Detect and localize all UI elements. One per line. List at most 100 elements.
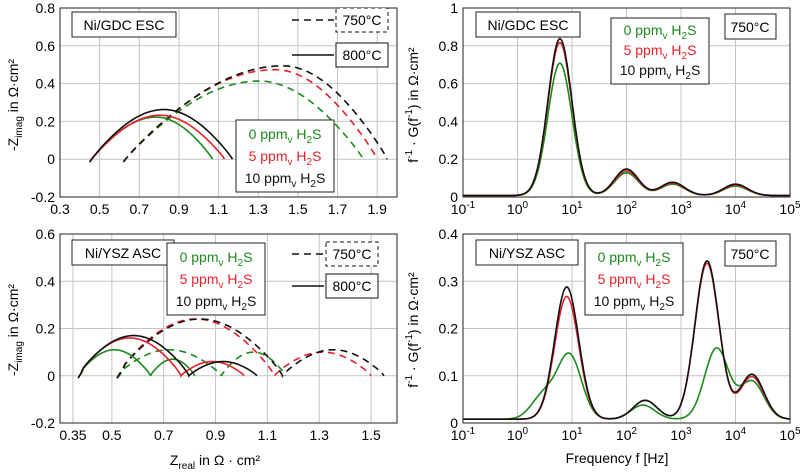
drt-gdc-panel: 0 0.2 0.4 0.6 0.8 1 10-1 100 101 102 103 104 105 Ni/… (439, 0, 800, 217)
x-tick-label: 1.1 (209, 201, 229, 217)
plot-frame (59, 7, 398, 198)
panel-label: Ni/YSZ ASC (489, 245, 565, 261)
plot-frame (462, 233, 791, 424)
temp-label-800: 800°C (342, 47, 381, 63)
x-tick-label: 0.9 (206, 427, 226, 443)
legend-box (166, 242, 266, 316)
panel-label-box: Ni/GDC ESC (475, 11, 581, 38)
x-tick-label: 1.5 (361, 427, 381, 443)
legend-box (235, 119, 335, 193)
y-tick-label: -0.2 (31, 415, 55, 431)
x-tick-label: 0.3 (50, 201, 70, 217)
y-tick-label: 0 (47, 151, 55, 167)
curves (463, 259, 791, 420)
y-tick-label: 0.2 (439, 151, 459, 167)
x-tick-label: 105 (779, 200, 800, 217)
legend-entry-0-ppm: 0 ppmv H2S (598, 249, 671, 269)
y-tick-label: 0.4 (439, 226, 459, 242)
series-line-red (89, 114, 226, 163)
x-tick-label: 1.9 (367, 201, 387, 217)
x-tick-label: 101 (561, 200, 583, 217)
panel-label-box: Ni/GDC ESC (71, 11, 177, 38)
y-tick-label: 0.6 (439, 76, 459, 92)
x-tick-label: 0.9 (169, 201, 189, 217)
temp-label-750: 750°C (342, 12, 381, 28)
series-line-red (77, 337, 245, 379)
y-tick-label: 0.6 (36, 38, 56, 54)
legend-entry-10-ppm: 10 ppmv H2S (245, 170, 326, 190)
x-tick-label: 1.3 (249, 201, 269, 217)
legend-entry-5-ppm: 5 ppmv H2S (598, 271, 671, 291)
temp-label: 750°C (730, 246, 769, 262)
temp-label-box: 750°C (724, 13, 777, 40)
x-tick-label: 10-1 (451, 426, 476, 443)
x-tick-label: 1.3 (309, 427, 329, 443)
y-tick-label: 0.2 (439, 321, 459, 337)
x-tick-label: 0.5 (90, 201, 110, 217)
tick-labels: -0.2 0 0.2 0.4 0.6 0.35 0.5 0.7 0.9 1.1 1.3 1.5 (31, 226, 381, 443)
x-tick-label: 105 (779, 426, 800, 443)
temp-label: 750°C (730, 19, 769, 35)
x-tick-label: 1.1 (258, 427, 278, 443)
panel-label: Ni/GDC ESC (84, 17, 165, 33)
x-tick-label: 102 (616, 200, 638, 217)
legend-entry-0-ppm: 0 ppmv H2S (180, 249, 253, 269)
x-tick-label: 0.7 (130, 201, 150, 217)
legend-entry-5-ppm: 5 ppmv H2S (180, 271, 253, 291)
y-tick-label: 0.4 (36, 76, 56, 92)
curves (463, 37, 790, 197)
x-tick-label: 102 (616, 426, 638, 443)
panel-label-box: Ni/YSZ ASC (71, 239, 175, 266)
curves (77, 318, 385, 379)
temp-label-800: 800°C (332, 278, 371, 294)
series-line-black (116, 318, 385, 379)
legend-box (584, 242, 684, 316)
y-tick-label: 0.4 (36, 273, 56, 289)
legend-entry-0-ppm: 0 ppmv H2S (624, 22, 697, 42)
tick-labels: -0.2 0 0.2 0.4 0.6 0.8 0.3 0.5 0.7 0.9 1.1 1.3 1.5 1.… (31, 0, 387, 217)
plot-frame (462, 7, 791, 198)
drt-top-ylabel: f-1 · G(f-1) in Ω·cm² (404, 47, 421, 163)
series-line-red (116, 318, 372, 379)
x-tick-label: 10-1 (451, 200, 476, 217)
y-tick-label: 1 (450, 0, 458, 16)
x-tick-label: 1.5 (288, 201, 308, 217)
temperature-legend: 750°C 800°C (292, 7, 389, 68)
y-tick-label: 0 (450, 415, 458, 431)
series-line-green (77, 349, 196, 379)
tick-labels: 0 0.2 0.4 0.6 0.8 1 10-1 100 101 102 103 104 105 (439, 0, 800, 217)
x-tick-label: 100 (507, 200, 529, 217)
legend-entry-10-ppm: 10 ppmv H2S (594, 293, 675, 313)
x-tick-label: 0.7 (154, 427, 174, 443)
y-tick-label: 0.4 (439, 113, 459, 129)
drt-ysz-panel: 0 0.1 0.2 0.3 0.4 10-1 100 101 102 103 104 105 Ni/Y… (439, 226, 800, 443)
y-tick-label: 0.3 (439, 273, 459, 289)
legend-entry-10-ppm: 10 ppmv H2S (176, 293, 257, 313)
temperature-legend: 750°C 800°C (292, 241, 379, 299)
y-tick-label: 0.8 (439, 38, 459, 54)
x-tick-label: 103 (670, 200, 692, 217)
nyquist-xlabel: Zreal in Ω · cm² (170, 452, 260, 472)
y-tick-label: 0 (47, 368, 55, 384)
nyquist-gdc-panel: -0.2 0 0.2 0.4 0.6 0.8 0.3 0.5 0.7 0.9 1.1 1.3 1.5 1.… (31, 0, 398, 217)
series-line-black (89, 108, 234, 163)
legend-box (610, 17, 710, 85)
y-tick-label: 0.6 (36, 226, 56, 242)
legend-entry-0-ppm: 0 ppmv H2S (249, 126, 322, 146)
plot-frame (59, 233, 398, 424)
panel-label: Ni/GDC ESC (488, 17, 569, 33)
series-line-green (122, 80, 364, 163)
series-line-black (77, 334, 258, 379)
x-tick-label: 101 (561, 426, 583, 443)
y-tick-label: 0.8 (36, 0, 56, 16)
tick-labels: 0 0.1 0.2 0.3 0.4 10-1 100 101 102 103 104 105 (439, 226, 800, 443)
y-tick-label: -0.2 (31, 189, 55, 205)
series-line-black (463, 259, 791, 420)
x-tick-label: 0.35 (59, 427, 86, 443)
legend-entry-5-ppm: 5 ppmv H2S (624, 42, 697, 62)
temp-label-box: 750°C (724, 240, 777, 267)
curves (89, 64, 388, 163)
